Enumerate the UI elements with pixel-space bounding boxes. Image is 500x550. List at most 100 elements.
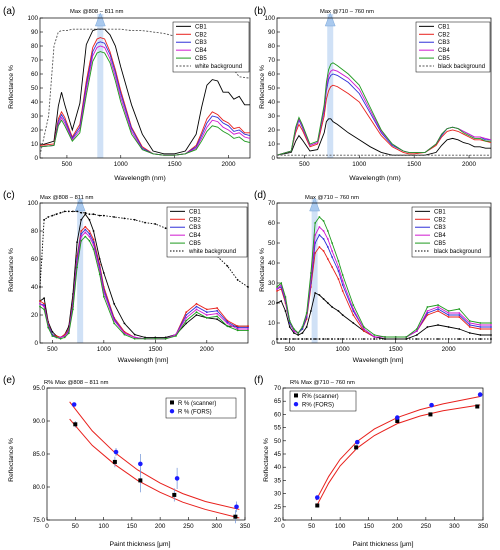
- series-point-c-1-13: [92, 238, 95, 241]
- highlight-arrow-d: [309, 197, 320, 212]
- legend-box-d: [411, 206, 491, 258]
- series-point-c-3-26: [216, 312, 219, 315]
- x-tick-label-b-1: 1000: [352, 161, 367, 168]
- series-point-c-4-18: [133, 337, 136, 340]
- legend-label-a-5: white background: [194, 64, 242, 70]
- series-point-d-0-22: [415, 334, 418, 336]
- series-point-c-3-14: [98, 269, 101, 272]
- y-axis-label-b: Reflectance %: [259, 65, 266, 109]
- legend-e: R % (scanner) R % (FORS): [165, 397, 237, 419]
- series-point-c-4-3: [51, 335, 54, 337]
- series-point-c-0-16: [113, 302, 116, 305]
- series-point-c-3-1: [43, 305, 46, 308]
- x-tick-label-b-2: 1500: [407, 161, 422, 168]
- series-point-d-4-3: [288, 320, 291, 322]
- y-tick-label-a-6: 60: [31, 71, 39, 78]
- legend-box-f: [289, 390, 357, 412]
- legend-b: CB1 CB2 CB3 CB4 CB5 black background: [415, 21, 491, 73]
- legend-label-f-1: R% (FORS): [302, 403, 334, 409]
- series-point-d-3-14: [337, 266, 340, 268]
- y-tick-label-a-1: 10: [31, 141, 39, 148]
- series-point-d-4-13: [331, 242, 333, 244]
- series-point-c-0-11: [84, 213, 87, 216]
- series-point-d-5-14: [337, 338, 340, 340]
- series-point-c-4-17: [123, 333, 126, 336]
- series-point-d-1-28: [479, 328, 482, 330]
- series-point-c-3-27: [226, 322, 229, 325]
- x-tick-label-e-4: 200: [155, 523, 166, 530]
- annotation-a: Max @808 – 811 nm: [70, 9, 124, 15]
- series-point-d-4-19: [384, 336, 386, 338]
- series-point-d-5-11: [322, 338, 325, 340]
- y-axis-label-f: Reflectance %: [263, 438, 270, 482]
- series-point-c-5-2: [47, 216, 50, 218]
- series-point-d-5-9: [314, 338, 317, 340]
- series-point-d-3-26: [458, 312, 461, 314]
- data-point-e-0-2: [138, 478, 143, 483]
- series-point-c-5-27: [226, 265, 229, 267]
- highlight-band-a: [97, 14, 104, 158]
- series-point-d-5-12: [326, 338, 329, 340]
- x-tick-label-f-0: 0: [281, 523, 285, 530]
- series-point-d-4-7: [305, 312, 308, 314]
- y-tick-label-a-5: 50: [31, 85, 39, 92]
- y-tick-label-f-1: 25: [274, 504, 282, 511]
- series-point-d-3-28: [479, 324, 482, 326]
- series-point-d-0-24: [437, 324, 439, 326]
- series-point-d-5-5: [297, 338, 300, 340]
- series-point-d-1-24: [437, 310, 439, 312]
- x-tick-label-e-1: 50: [72, 523, 80, 530]
- legend-swatch-e-0: [170, 400, 174, 405]
- legend-label-b-2: CB3: [438, 40, 450, 46]
- legend-label-b-3: CB4: [438, 48, 450, 54]
- legend-f: R% (scanner) R% (FORS): [289, 390, 357, 412]
- y-tick-label-f-0: 20: [274, 517, 282, 524]
- series-point-c-5-29: [247, 286, 249, 288]
- legend-label-c-5: white background: [188, 249, 236, 255]
- series-point-c-3-11: [84, 231, 87, 234]
- annotation-c: Max @808 – 811 nm: [40, 195, 94, 201]
- series-point-d-2-13: [331, 256, 333, 258]
- y-tick-label-f-7: 55: [274, 425, 282, 432]
- series-point-c-5-7: [67, 210, 70, 213]
- y-tick-label-b-4: 40: [268, 99, 276, 106]
- plot-c: 500 1000 1500 2000020406080100CB1CB2CB3CB4C…: [27, 197, 249, 353]
- series-line-a-4: [39, 51, 251, 156]
- y-tick-label-d-6: 60: [268, 220, 276, 227]
- series-point-c-4-7: [67, 332, 70, 335]
- series-point-c-0-24: [195, 314, 198, 316]
- series-point-c-5-15: [102, 214, 105, 217]
- axes-frame-c: [39, 202, 249, 344]
- plot-a: 500 1000 1500 2000 0 10 20 30 40 50 60 70 80 90 100 CB1…: [27, 12, 251, 168]
- series-point-d-1-10: [318, 246, 321, 248]
- series-point-d-3-27: [468, 322, 471, 324]
- series-point-d-2-11: [322, 238, 325, 240]
- series-point-c-4-5: [59, 337, 62, 340]
- series-point-c-4-20: [154, 337, 157, 340]
- y-tick-label-c-3: 60: [31, 256, 39, 263]
- panel-label-b: (b): [254, 6, 266, 17]
- series-point-c-4-13: [92, 248, 95, 251]
- series-line-b-0: [276, 118, 491, 156]
- series-point-d-1-12: [326, 258, 329, 260]
- series-point-c-1-26: [216, 307, 219, 309]
- legend-label-d-2: CB3: [434, 225, 446, 231]
- x-tick-label-a-0: 500: [62, 161, 73, 168]
- x-axis-label-b: Wavelength (nm): [349, 175, 401, 182]
- series-point-c-2-29: [247, 326, 249, 329]
- series-point-d-4-10: [318, 216, 321, 218]
- series-point-c-5-21: [164, 227, 167, 230]
- y-tick-label-f-5: 45: [274, 451, 282, 458]
- y-tick-label-e-2: 85.0: [33, 451, 46, 458]
- series-point-d-0-4: [293, 332, 295, 334]
- plot-b: 500 1000 1500 2000 0 10 20 30 40 50 60 70 80 90 100 CB1…: [264, 12, 492, 168]
- series-point-d-5-10: [318, 338, 321, 340]
- x-tick-label-e-2: 100: [98, 523, 109, 530]
- series-point-c-5-14: [98, 214, 101, 217]
- legend-swatch-f-1: [293, 401, 299, 407]
- y-tick-label-a-4: 40: [31, 99, 39, 106]
- series-point-c-0-13: [92, 230, 95, 232]
- series-point-c-4-26: [216, 315, 219, 318]
- legend-box-a: [172, 21, 250, 73]
- y-tick-label-a-0: 0: [34, 155, 38, 162]
